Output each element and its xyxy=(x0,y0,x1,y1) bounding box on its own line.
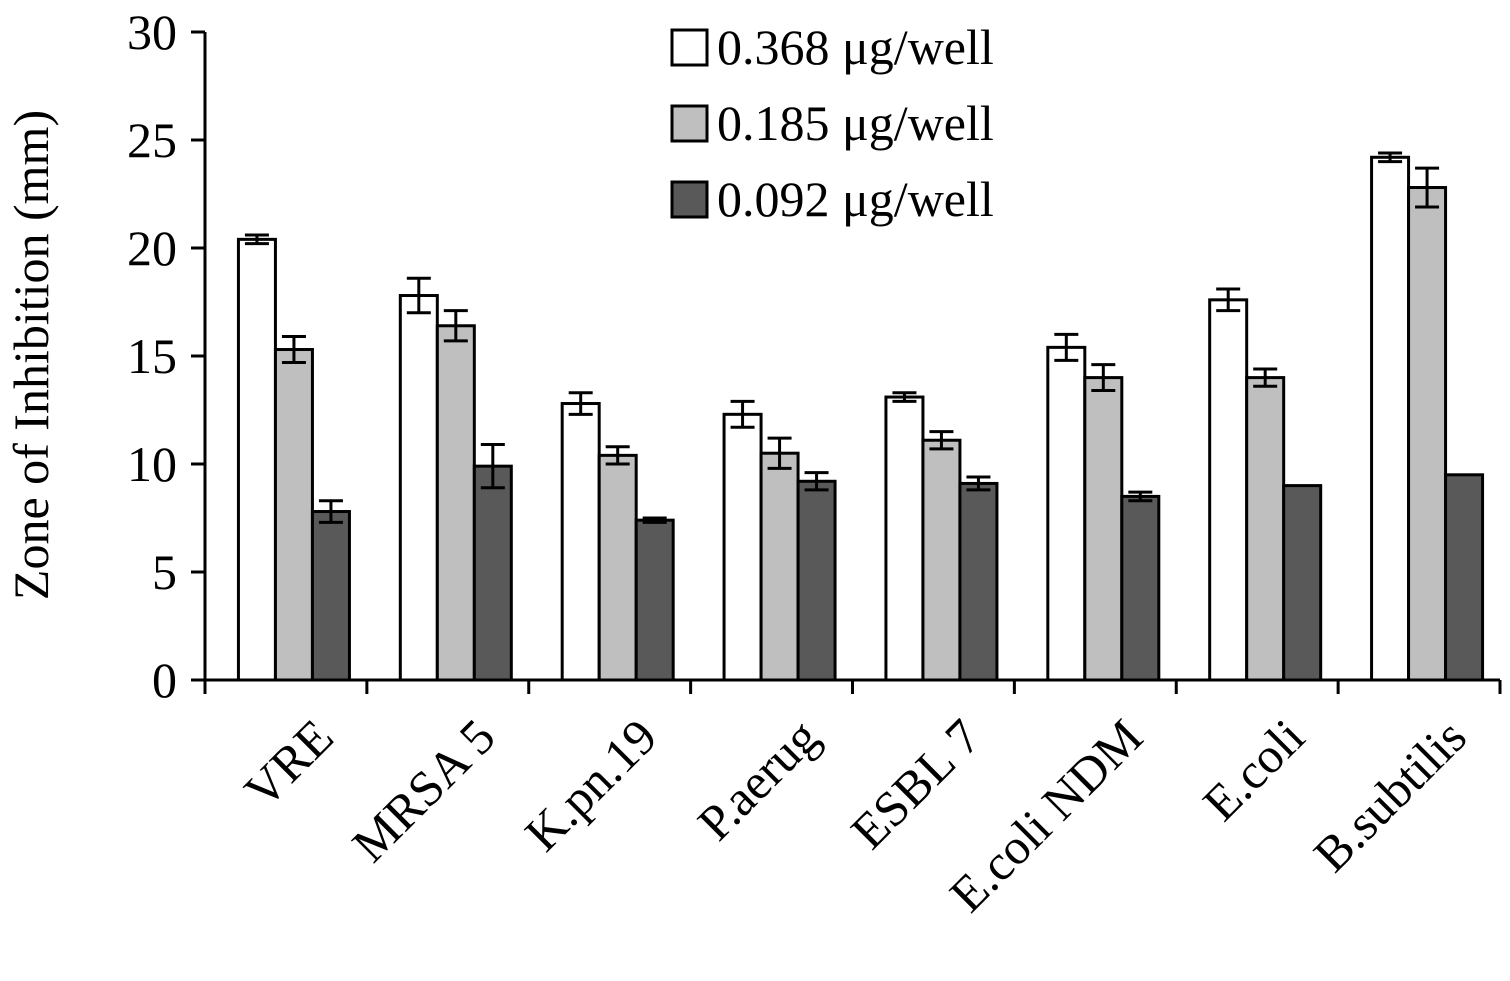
bar xyxy=(759,451,800,682)
x-tick-label: VRE xyxy=(233,708,343,818)
bar xyxy=(1046,345,1087,682)
bar xyxy=(435,324,476,682)
bar xyxy=(236,237,277,682)
bar xyxy=(634,518,675,682)
legend-label: 0.368 μg/well xyxy=(717,19,994,75)
y-tick-label: 10 xyxy=(127,436,177,492)
bar xyxy=(310,510,351,682)
bar xyxy=(597,453,638,682)
y-tick-label: 15 xyxy=(127,328,177,384)
bar xyxy=(722,412,763,682)
x-tick-label: ESBL 7 xyxy=(840,708,991,859)
x-tick-label: B.subtilis xyxy=(1303,708,1477,882)
x-tick-label: P.aerug xyxy=(687,708,830,851)
bar xyxy=(884,395,925,682)
y-axis-label: Zone of Inhibition (mm) xyxy=(3,110,59,600)
bar xyxy=(1407,186,1448,682)
error-bars xyxy=(244,151,1440,524)
legend-swatch xyxy=(670,104,709,143)
bar xyxy=(1083,376,1124,682)
bar xyxy=(1282,484,1323,682)
y-tick-label: 25 xyxy=(127,112,177,168)
bar xyxy=(560,402,601,682)
legend-swatch xyxy=(670,180,709,219)
legend-label: 0.185 μg/well xyxy=(717,95,994,151)
bars xyxy=(236,155,1485,682)
y-tick-label: 5 xyxy=(152,544,177,600)
bar xyxy=(1245,376,1286,682)
bar xyxy=(273,348,314,682)
bar xyxy=(1208,298,1249,682)
bar xyxy=(398,294,439,682)
y-tick-label: 20 xyxy=(127,220,177,276)
legend: 0.368 μg/well 0.185 μg/well 0.092 μg/well xyxy=(670,19,994,227)
bar xyxy=(472,464,513,682)
legend-label: 0.092 μg/well xyxy=(717,171,994,227)
bar xyxy=(958,481,999,682)
bar xyxy=(921,438,962,682)
y-tick-label: 30 xyxy=(127,4,177,60)
legend-swatch xyxy=(670,28,709,67)
bar xyxy=(1120,494,1161,682)
bar xyxy=(1444,473,1485,682)
x-tick-label: E.coli xyxy=(1192,708,1315,831)
bar xyxy=(1370,155,1411,682)
x-tick-label: K.pn.19 xyxy=(514,708,668,862)
y-tick-label: 0 xyxy=(152,652,177,708)
x-tick-label: MRSA 5 xyxy=(341,708,505,872)
bar xyxy=(796,479,837,682)
